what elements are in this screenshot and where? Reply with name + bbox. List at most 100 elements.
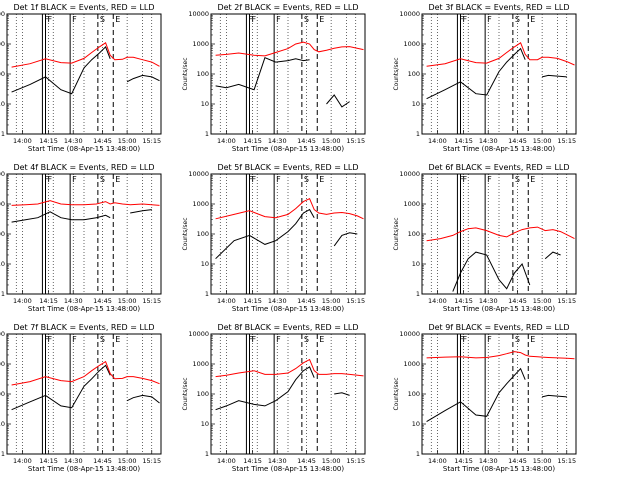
flare-marker-label: F [463,335,468,344]
x-tick-label: 14:45 [93,297,112,305]
x-tick-label: 14:15 [39,137,58,145]
flare-marker-label: E [319,15,324,24]
events-series-line [426,47,567,100]
flare-marker-label: F [72,15,77,24]
flare-marker-label: E [115,335,120,344]
y-tick-label: 10000 [0,10,5,18]
y-tick-label: 10000 [399,170,420,178]
flare-marker-label: F [44,15,49,24]
ylabel: Counts/sec [182,217,189,250]
flare-marker-label: F [248,175,253,184]
y-tick-label: 1000 [0,360,5,368]
lld-series-line [426,42,575,67]
flare-marker-label: F [459,15,464,24]
x-tick-label: 15:00 [533,457,552,465]
panel-title: Det 2f BLACK = Events, RED = LLD [217,3,358,12]
flare-marker-label: F [463,15,468,24]
x-tick-label: 14:00 [428,137,447,145]
lld-series-line [426,226,575,242]
flare-marker-label: E [530,15,535,24]
x-tick-label: 15:15 [557,457,576,465]
y-tick-label: 1000 [403,200,420,208]
flare-marker-label: F [459,175,464,184]
x-tick-label: 15:00 [118,457,137,465]
x-tick-label: 14:30 [479,297,498,305]
x-tick-label: 14:00 [217,137,236,145]
x-tick-label: 14:15 [243,297,262,305]
x-tick-label: 14:00 [13,457,32,465]
events-series-line [11,46,160,95]
flare-marker-label: F [276,335,281,344]
x-tick-label: 14:00 [13,137,32,145]
x-tick-label: 14:15 [454,297,473,305]
panel-det-3: Det 3f BLACK = Events, RED = LLD Counts/s… [393,3,577,153]
events-series-line [426,367,567,423]
lld-series-line [426,351,575,360]
flare-marker-label: E [115,15,120,24]
flare-marker-label: F [44,335,49,344]
flare-marker-label: S [304,15,309,24]
flare-marker-label: S [100,335,105,344]
x-tick-label: 15:00 [322,137,341,145]
events-series-line [452,251,561,292]
x-tick-label: 14:30 [64,297,83,305]
y-tick-label: 1000 [0,40,5,48]
xlabel: Start Time (08-Apr-15 13:48:00) [28,465,140,473]
x-tick-label: 15:15 [346,297,365,305]
x-tick-label: 15:15 [557,297,576,305]
y-tick-label: 1 [1,290,5,298]
x-tick-label: 15:15 [346,457,365,465]
lld-series-line [11,42,160,68]
y-tick-label: 10000 [188,330,209,338]
flare-marker-label: S [304,335,309,344]
x-tick-label: 14:15 [39,457,58,465]
y-tick-label: 1 [1,450,5,458]
y-tick-label: 10000 [0,330,5,338]
x-tick-label: 15:00 [533,297,552,305]
flare-marker-label: S [304,175,309,184]
y-tick-label: 1 [1,130,5,138]
panel-det-4: Det 4f BLACK = Events, RED = LLDCounts/s… [0,163,162,313]
y-tick-label: 1 [205,130,209,138]
panel-title: Det 9f BLACK = Events, RED = LLD [428,323,569,332]
panel-det-2: Det 2f BLACK = Events, RED = LLD Counts/s… [182,3,366,153]
x-tick-label: 15:00 [118,137,137,145]
y-tick-label: 10 [0,420,5,428]
x-tick-label: 15:00 [322,297,341,305]
y-tick-label: 10 [0,260,5,268]
flare-marker-label: F [252,335,257,344]
xlabel: Start Time (08-Apr-15 13:48:00) [232,305,344,313]
panel-title: Det 4f BLACK = Events, RED = LLD [13,163,154,172]
flare-marker-label: F [276,175,281,184]
x-tick-label: 14:45 [508,137,527,145]
x-tick-label: 14:00 [13,297,32,305]
flare-marker-label: E [319,175,324,184]
y-tick-label: 1000 [403,40,420,48]
flare-marker-label: S [515,15,520,24]
y-tick-label: 10 [412,100,420,108]
flare-marker-label: F [252,15,257,24]
events-series-line [11,209,152,223]
panel-det-9: Det 9f BLACK = Events, RED = LLD Counts/s… [393,323,577,473]
y-tick-label: 1000 [192,40,209,48]
xlabel: Start Time (08-Apr-15 13:48:00) [28,305,140,313]
panel-det-5: Det 5f BLACK = Events, RED = LLD Counts/s… [182,163,366,313]
y-tick-label: 100 [0,390,5,398]
x-tick-label: 15:15 [142,137,161,145]
ylabel: Counts/sec [393,57,400,90]
x-tick-label: 14:30 [268,297,287,305]
x-tick-label: 14:00 [217,297,236,305]
y-tick-label: 100 [197,70,209,78]
xlabel: Start Time (08-Apr-15 13:48:00) [232,145,344,153]
panel-det-7: Det 7f BLACK = Events, RED = LLDCounts/s… [0,323,162,473]
x-tick-label: 15:00 [118,297,137,305]
y-tick-label: 100 [0,230,5,238]
x-tick-label: 14:45 [297,297,316,305]
flare-marker-label: F [487,175,492,184]
y-tick-label: 10 [201,260,209,268]
y-tick-label: 1000 [192,360,209,368]
y-tick-label: 1 [205,290,209,298]
y-tick-label: 100 [408,390,420,398]
xlabel: Start Time (08-Apr-15 13:48:00) [232,465,344,473]
flare-marker-label: F [276,15,281,24]
